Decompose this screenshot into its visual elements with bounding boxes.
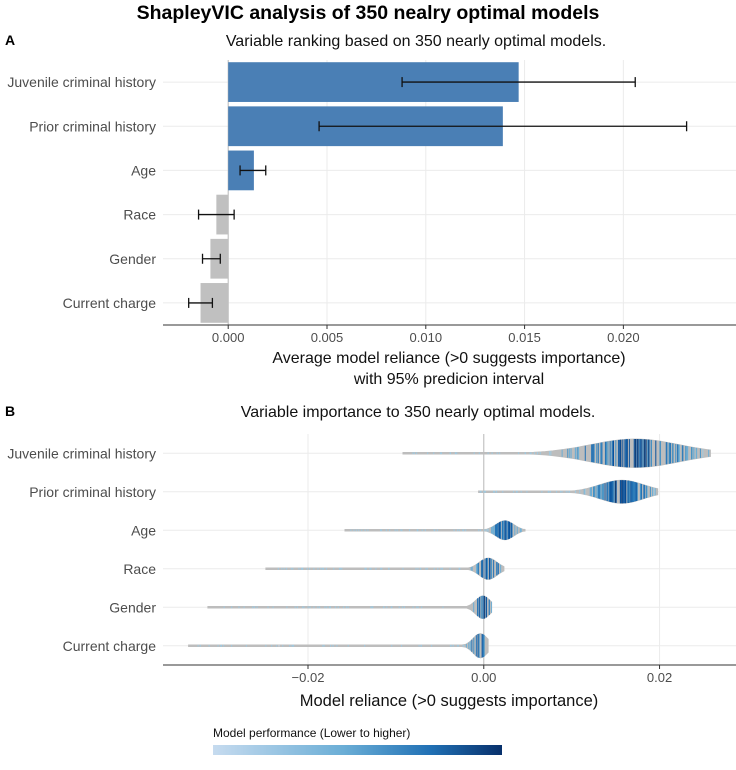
violin-prior-criminal-history (478, 479, 659, 504)
violin-gender (207, 595, 493, 619)
panel-a-category-label: Current charge (63, 295, 157, 311)
panel-b-violins (188, 438, 711, 659)
violin-race (265, 557, 505, 580)
errorbar-race (197, 209, 235, 220)
panel-a-category-label: Age (131, 162, 156, 178)
panel-a-x-tick-label: 0.010 (410, 330, 443, 345)
errorbar-juvenile-criminal-history (401, 77, 636, 88)
errorbar-age (239, 165, 267, 176)
panel-b-x-ticks: −0.02 0.00 0.02 (292, 665, 672, 685)
panel-a-bars (200, 62, 519, 323)
panel-b-x-tick-label: 0.00 (471, 670, 496, 685)
panel-b-label: B (5, 403, 15, 419)
panel-b-category-labels: Juvenile criminal history Prior criminal … (7, 445, 156, 654)
errorbar-prior-criminal-history (318, 121, 688, 132)
panel-a-x-tick-label: 0.005 (311, 330, 344, 345)
panel-a-title: Variable ranking based on 350 nearly opt… (226, 33, 606, 50)
panel-b-category-label: Juvenile criminal history (7, 445, 156, 461)
panel-b-title: Variable importance to 350 nearly optima… (241, 404, 596, 421)
panel-b-category-label: Current charge (63, 638, 157, 654)
panel-b-category-label: Gender (109, 599, 156, 615)
panel-a-label: A (5, 32, 15, 48)
panel-b-category-label: Race (123, 561, 156, 577)
panel-b-category-label: Prior criminal history (29, 484, 156, 500)
figure-title: ShapleyVIC analysis of 350 nealry optima… (137, 2, 600, 24)
panel-a-x-tick-label: 0.000 (212, 330, 245, 345)
panel-a-category-label: Juvenile criminal history (7, 74, 156, 90)
panel-a-x-tick-label: 0.020 (607, 330, 640, 345)
errorbar-current-charge (188, 297, 214, 308)
panel-b-x-axis-label: Model reliance (>0 suggests importance) (300, 692, 599, 710)
panel-b-violin-chart: B Variable importance to 350 nearly opti… (5, 403, 736, 755)
panel-a-error-bars (188, 77, 688, 308)
panel-b-legend: Model performance (Lower to higher) (213, 726, 502, 755)
legend-color-gradient (213, 745, 502, 755)
panel-a-x-axis-label: Average model reliance (>0 suggests impo… (272, 350, 625, 367)
panel-a-x-tick-label: 0.015 (508, 330, 541, 345)
violin-current-charge (188, 633, 489, 659)
panel-b-x-tick-label: 0.02 (647, 670, 672, 685)
panel-a-category-label: Race (123, 207, 156, 223)
errorbar-gender (201, 253, 221, 264)
legend-title: Model performance (Lower to higher) (213, 726, 410, 740)
panel-b-x-tick-label: −0.02 (292, 670, 325, 685)
violin-age (344, 520, 526, 541)
panel-a-category-label: Gender (109, 251, 156, 267)
panel-a-bar-chart: A Variable ranking based on 350 nearly o… (5, 32, 736, 388)
panel-a-category-labels: Juvenile criminal history Prior criminal … (7, 74, 156, 311)
panel-a-x-ticks: 0.000 0.005 0.010 0.015 0.020 (212, 325, 640, 345)
violin-juvenile-criminal-history (402, 438, 711, 468)
panel-a-category-label: Prior criminal history (29, 118, 156, 134)
panel-a-x-axis-label-line2: with 95% predicion interval (353, 371, 544, 388)
panel-b-category-label: Age (131, 522, 156, 538)
panel-b-gridlines (163, 434, 736, 665)
